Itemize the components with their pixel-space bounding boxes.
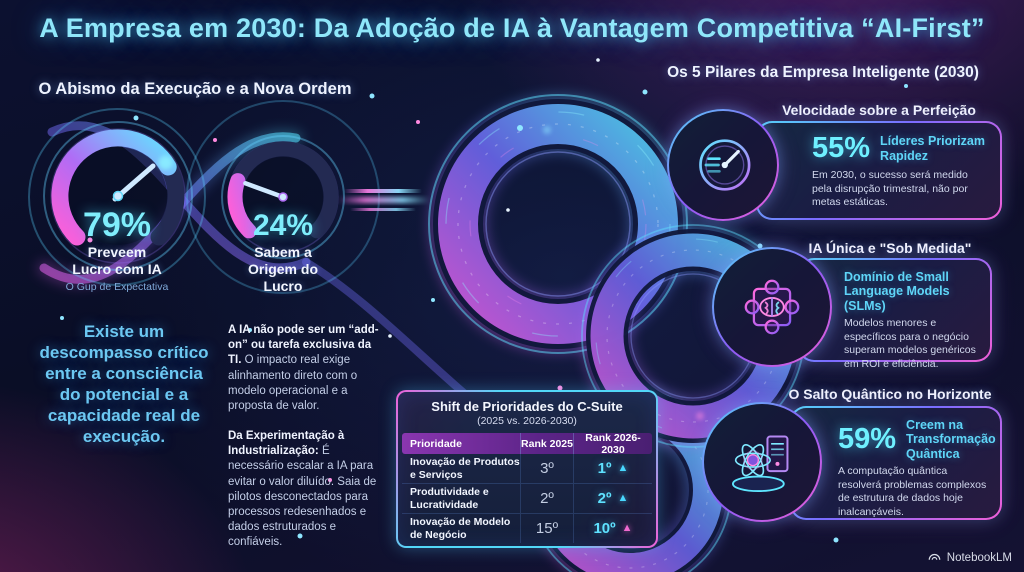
pillar2-body: Modelos menores e específicos para o neg… <box>844 317 976 371</box>
paragraph-text: É necessário escalar a IA para evitar o … <box>228 445 377 549</box>
pillar2-card: Domínio de Small Language Models (SLMs) … <box>798 258 992 370</box>
table-row: Inovação de Modelo de Negócio 15º 10º ▲ <box>402 513 652 543</box>
key-insight-quote: Existe um descompasso crítico entre a co… <box>39 322 209 447</box>
pillar1-heading: Velocidade sobre a Perfeição <box>782 102 976 118</box>
priority-cell: Inovação de Produtos e Serviços <box>410 456 520 481</box>
gauge-79-value: 79% <box>82 206 152 244</box>
rank-2030-cell: 1º ▲ <box>573 454 652 483</box>
brand-name: NotebookLM <box>946 551 1012 564</box>
pillar3-stat: 59% <box>838 423 897 456</box>
pillar3-body: A computação quântica resolverá problema… <box>838 465 987 519</box>
pillar2-heading: IA Única e "Sob Medida" <box>808 240 972 256</box>
col-header-priority: Prioridade <box>410 437 462 450</box>
paragraph-bold-lead: A IA não pode ser um “add-on” ou tarefa … <box>228 324 379 367</box>
page-title: A Empresa em 2030: Da Adoção de IA à Van… <box>39 13 985 43</box>
paragraph-ai-not-addon: A IA não pode ser um “add-on” ou tarefa … <box>228 323 380 414</box>
pillar3-card: 59% Creem na Transformação Quântica A co… <box>790 406 1002 520</box>
gauge-24-value: 24% <box>252 209 314 242</box>
pillars-section-heading: Os 5 Pilares da Empresa Inteligente (203… <box>667 64 979 81</box>
brand-footer: NotebookLM <box>927 550 1012 565</box>
table-subtitle: (2025 vs. 2026-2030) <box>477 415 577 427</box>
rank-2030-cell: 2º ▲ <box>573 484 652 513</box>
gauge-79-sublabel: O Gup de Expectativa <box>65 281 169 293</box>
pillar3-heading: O Salto Quântico no Horizonte <box>788 386 992 402</box>
gauge-24-label: Sabem a Origem do Lucro <box>247 244 318 294</box>
table-title: Shift de Prioridades do C-Suite <box>431 399 623 414</box>
rank-2030-cell: 10º ▲ <box>573 514 652 543</box>
pillar2-icon-circle <box>712 247 832 367</box>
table-row: Produtividade e Lucratividade 2º 2º ▲ <box>402 483 652 513</box>
paragraph-industrialization: Da Experimentação à Industrialização: É … <box>228 429 380 550</box>
gauge-24-icon <box>221 135 345 259</box>
paragraph-bold-lead: Da Experimentação à Industrialização: <box>228 430 345 458</box>
pillar1-body: Em 2030, o sucesso será medido pela disr… <box>812 169 968 209</box>
col-header-rank-2025: Rank 2025 <box>520 433 573 454</box>
pillar1-stat: 55% <box>812 132 871 164</box>
table-row: Inovação de Produtos e Serviços 3º 1º ▲ <box>402 454 652 483</box>
rank-2030-value: 10º <box>593 520 616 537</box>
up-arrow-icon: ▲ <box>617 492 629 504</box>
pillar3-stat-label: Creem na Transformação Quântica <box>906 418 996 461</box>
gauge-79-label: Preveem Lucro com IA <box>72 244 162 277</box>
pillar3-icon-circle <box>702 402 822 522</box>
priority-cell: Inovação de Modelo de Negócio <box>410 516 511 541</box>
puzzle-brain-icon <box>744 279 800 335</box>
priority-cell: Produtividade e Lucratividade <box>410 486 489 511</box>
rank-2025-cell: 2º <box>520 484 573 513</box>
priority-shift-table: Shift de Prioridades do C-Suite (2025 vs… <box>396 390 658 548</box>
col-header-rank-2026-2030: Rank 2026-2030 <box>573 432 652 456</box>
table-header-row: Prioridade Rank 2025 Rank 2026-2030 <box>402 432 652 456</box>
pillar3-stat-row: 59% Creem na Transformação Quântica <box>838 418 996 461</box>
up-arrow-icon: ▲ <box>617 462 629 474</box>
pillar1-card: 55% Líderes Priorizam Rapidez Em 2030, o… <box>756 121 1002 220</box>
rank-2030-value: 1º <box>597 460 612 477</box>
up-arrow-icon: ▲ <box>621 522 633 534</box>
left-section-heading: O Abismo da Execução e a Nova Ordem <box>38 80 352 98</box>
rank-2025-cell: 3º <box>520 454 573 483</box>
pillar1-stat-row: 55% Líderes Priorizam Rapidez <box>812 132 988 165</box>
left-paragraphs: A IA não pode ser um “add-on” ou tarefa … <box>228 323 380 565</box>
pillar2-stat-label: Domínio de Small Language Models (SLMs) <box>844 270 950 313</box>
pillar1-icon-circle <box>667 109 779 221</box>
speedometer-icon <box>699 139 751 191</box>
gauge-79-icon <box>43 121 193 271</box>
paragraph-text: O impacto real exige alinhamento direto … <box>228 354 358 412</box>
rank-2030-value: 2º <box>597 490 612 507</box>
quantum-computer-icon <box>732 435 789 492</box>
notebooklm-logo-icon <box>928 553 941 560</box>
neon-ring <box>428 94 688 354</box>
pillar1-stat-label: Líderes Priorizam Rapidez <box>880 134 985 163</box>
rank-2025-cell: 15º <box>520 514 573 543</box>
